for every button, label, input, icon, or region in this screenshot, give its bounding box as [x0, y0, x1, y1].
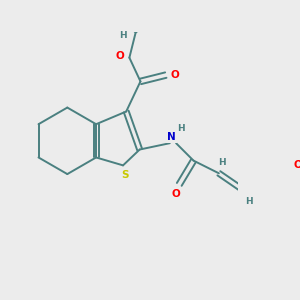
Text: O: O	[294, 160, 300, 170]
Text: O: O	[116, 51, 124, 61]
Text: N: N	[167, 132, 176, 142]
Text: O: O	[171, 70, 180, 80]
Text: H: H	[218, 158, 226, 167]
Text: O: O	[172, 189, 181, 199]
Text: H: H	[245, 196, 253, 206]
Text: H: H	[119, 31, 127, 40]
Text: S: S	[121, 170, 128, 180]
Text: H: H	[177, 124, 185, 134]
